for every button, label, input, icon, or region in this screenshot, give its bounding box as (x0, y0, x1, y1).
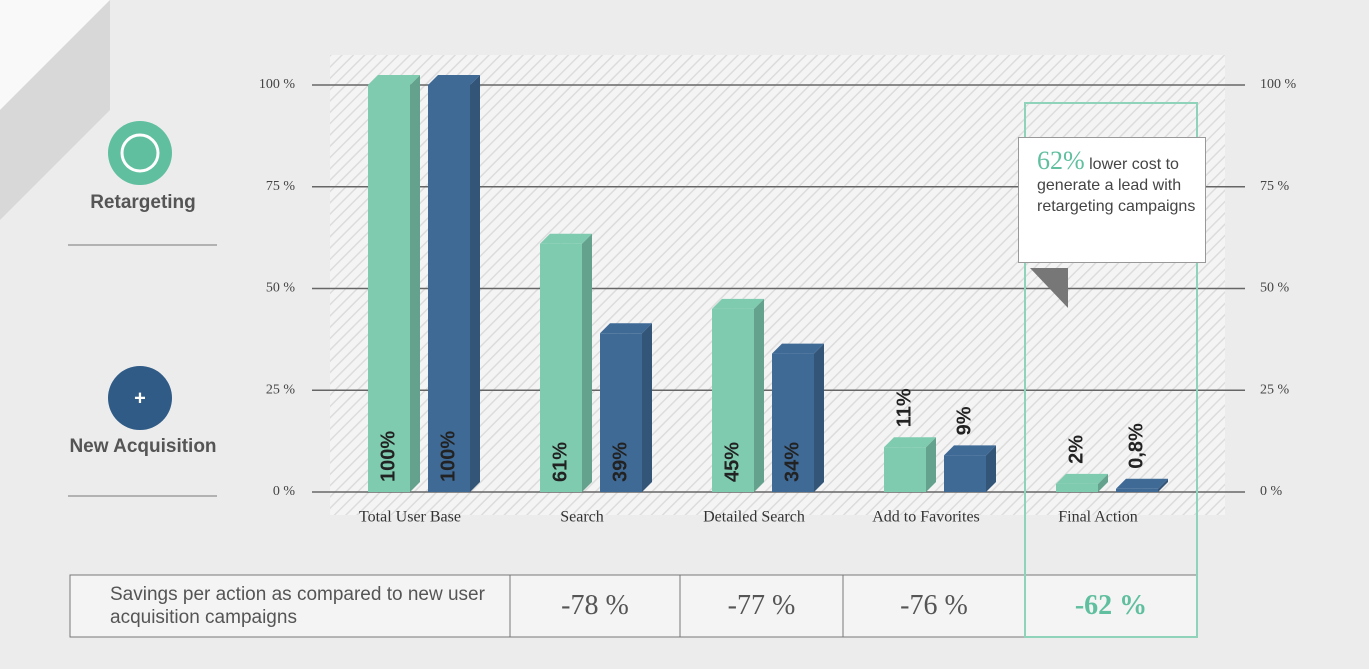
bar (884, 447, 926, 492)
bar (1116, 488, 1158, 492)
bar-top (428, 75, 480, 85)
callout-text: lower cost to generate a lead with retar… (1037, 156, 1196, 215)
value-label: 34% (781, 442, 803, 482)
callout-pointer (1030, 268, 1068, 308)
table-cell: -76 % (900, 590, 968, 621)
legend-retargeting: Retargeting (90, 192, 196, 213)
y-tick-label: 100 % (259, 77, 296, 92)
table-cell: -78 % (561, 590, 629, 621)
x-tick-label: Total User Base (359, 509, 461, 526)
bar (540, 243, 582, 492)
bar (600, 333, 642, 492)
y-tick-label: 75 % (266, 179, 296, 194)
bar-top (1116, 478, 1168, 489)
bar-top (884, 437, 936, 448)
bar-side (986, 445, 996, 492)
value-label: 100% (437, 431, 459, 482)
x-tick-label: Add to Favorites (872, 509, 980, 526)
value-label: 11% (893, 388, 915, 427)
bar (428, 85, 470, 492)
bar-side (1098, 473, 1108, 492)
retargeting-icon-ring (120, 133, 160, 173)
bar-side (754, 298, 764, 492)
bar-top (944, 445, 996, 456)
bar (712, 308, 754, 492)
bar-top (1056, 473, 1108, 484)
bar-side (1158, 478, 1168, 492)
bar-top (712, 298, 764, 309)
bar-top (368, 75, 420, 85)
bar-top (540, 233, 592, 244)
y2-tick-label: 50 % (1260, 281, 1290, 296)
value-label: 0,8% (1125, 423, 1147, 469)
bar (1056, 483, 1098, 492)
y-tick-label: 25 % (266, 382, 296, 397)
bar (772, 353, 814, 492)
legend-acquisition: New Acquisition (69, 436, 217, 457)
table-label: Savings per action as compared to new us… (110, 584, 485, 628)
table-cell: -62 % (1074, 590, 1148, 621)
bar-side (642, 323, 652, 492)
bar-top (600, 323, 652, 334)
bar-side (926, 437, 936, 492)
retargeting-icon (108, 121, 172, 185)
y2-tick-label: 75 % (1260, 179, 1290, 194)
value-label: 9% (953, 406, 975, 435)
bar-side (410, 75, 420, 492)
y-tick-label: 0 % (273, 484, 296, 499)
value-label: 61% (549, 442, 571, 482)
x-tick-label: Search (560, 509, 604, 526)
bar (368, 85, 410, 492)
acquisition-icon-glyph: + (134, 387, 146, 409)
value-label: 2% (1065, 435, 1087, 464)
value-label: 39% (609, 442, 631, 482)
y2-tick-label: 25 % (1260, 382, 1290, 397)
bar-side (470, 75, 480, 492)
x-tick-label: Detailed Search (703, 509, 805, 526)
x-tick-label: Final Action (1058, 509, 1138, 526)
page-fold-shadow (0, 0, 110, 220)
bar-side (582, 233, 592, 493)
table-cell: -77 % (727, 590, 796, 621)
y2-tick-label: 100 % (1260, 77, 1297, 92)
y-tick-label: 50 % (266, 281, 296, 296)
y2-tick-label: 0 % (1260, 484, 1283, 499)
acquisition-icon (108, 366, 172, 430)
callout: 62% lower cost to generate a lead with r… (1018, 137, 1206, 263)
value-label: 45% (721, 442, 743, 482)
value-label: 100% (377, 431, 399, 482)
highlight-box (1024, 102, 1198, 638)
bar-side (814, 343, 824, 492)
callout-highlight: 62% (1037, 146, 1085, 175)
bar-top (772, 343, 824, 354)
bar (944, 455, 986, 492)
